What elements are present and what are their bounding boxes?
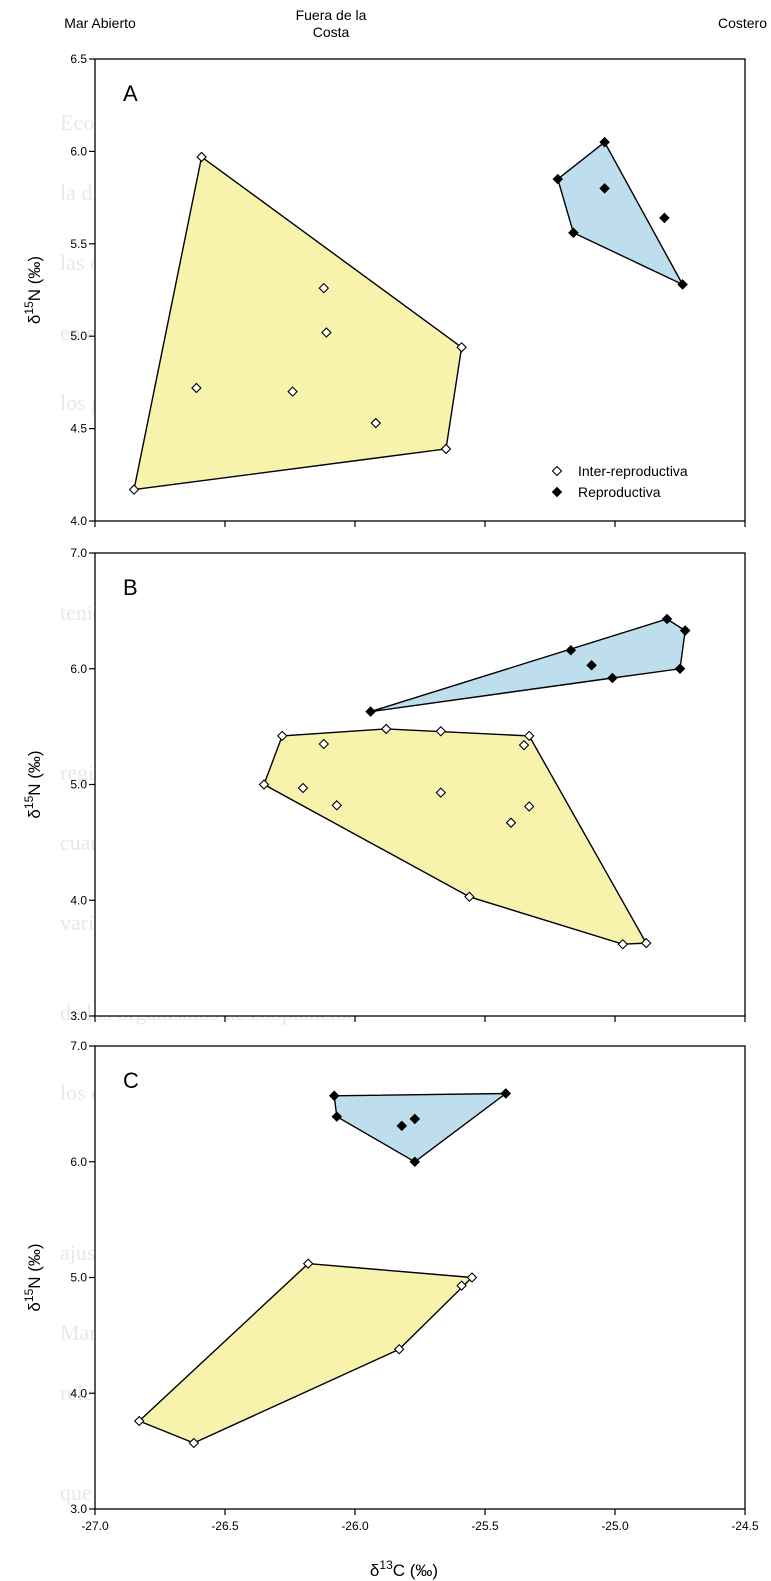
y-tick-label: 5.5 — [70, 237, 87, 251]
inter-reproductive-point — [456, 342, 467, 353]
inter-reproductive-point — [393, 1343, 405, 1355]
inter-reproductive-point — [505, 817, 517, 828]
inter-reproductive-point — [321, 327, 332, 338]
panel-letter: A — [123, 81, 138, 106]
y-tick-label: 3.0 — [70, 1009, 87, 1023]
x-tick-label: -24.5 — [731, 1519, 759, 1533]
reproductive-hull — [370, 618, 686, 713]
y-tick-label: 7.0 — [70, 1039, 87, 1053]
inter-reproductive-point — [191, 382, 202, 394]
reproductive-point — [674, 663, 686, 675]
x-tick-label: -26.0 — [341, 1519, 369, 1533]
reproductive-point — [409, 1113, 421, 1125]
inter-reproductive-point — [464, 891, 475, 903]
inter-reproductive-point — [523, 730, 535, 742]
inter-reproductive-point — [523, 801, 535, 812]
inter-reproductive-point — [435, 725, 447, 737]
panel-letter: C — [123, 1068, 139, 1093]
inter-reproductive-point — [318, 738, 330, 750]
panel-letter: B — [123, 575, 138, 600]
inter-reproductive-point — [188, 1437, 200, 1449]
reproductive-point — [599, 183, 610, 194]
reproductive-point — [365, 706, 376, 717]
reproductive-point — [568, 227, 579, 238]
reproductive-point — [677, 279, 688, 290]
legend: Inter-reproductiva Reproductiva — [551, 463, 688, 500]
reproductive-point — [586, 659, 597, 671]
inter-reproductive-point — [440, 443, 452, 455]
y-tick-label: 6.0 — [70, 662, 87, 676]
y-tick-label: 4.0 — [70, 1386, 87, 1400]
y-tick-label: 6.5 — [70, 52, 87, 66]
reproductive-point — [679, 625, 691, 636]
header-label-costero: Costero — [718, 15, 767, 31]
inter-reproductive-point — [456, 1280, 467, 1291]
reproductive-point — [331, 1111, 343, 1122]
reproductive-point — [552, 173, 564, 185]
inter-reproductive-point — [287, 386, 298, 397]
reproductive-point — [409, 1156, 421, 1168]
legend-inter-reproductiva: Inter-reproductiva — [551, 463, 688, 479]
reproductive-point — [565, 644, 577, 656]
y-tick-label: 5.0 — [70, 778, 87, 792]
inter-reproductive-point — [196, 151, 207, 163]
legend-label: Inter-reproductiva — [578, 463, 688, 479]
inter-reproductive-point — [276, 730, 288, 742]
legend-reproductiva: Reproductiva — [551, 484, 661, 500]
y-tick-label: 4.5 — [70, 422, 87, 436]
header-line-1: Fuera de la — [296, 7, 367, 23]
y-tick-label: 5.0 — [70, 1271, 87, 1285]
x-tick-label: -25.0 — [601, 1519, 629, 1533]
legend-marker — [551, 465, 563, 477]
panel-c: 3.0 4.0 5.0 6.0 7.0 -27.0 -26.5 -26.0 -25.5 -25.0… — [22, 1039, 759, 1533]
inter-reproductive-point — [331, 800, 343, 811]
reproductive-point — [661, 613, 673, 625]
y-tick-label: 5.0 — [70, 329, 87, 343]
inter-reproductive-point — [617, 938, 629, 950]
header-label-fuera-costa: Fuera de la Costa — [296, 7, 367, 40]
y-tick-label: 6.0 — [70, 1155, 87, 1169]
inter-reproductive-point — [370, 417, 382, 429]
x-tick-label: -26.5 — [211, 1519, 239, 1533]
reproductive-point — [500, 1088, 512, 1099]
y-tick-label: 6.0 — [70, 144, 87, 158]
inter-reproductive-point — [297, 782, 309, 794]
inter-reproductive-point — [640, 937, 652, 949]
x-tick-label: -27.0 — [81, 1519, 109, 1533]
x-axis-label: δ13C (‰) — [370, 1558, 438, 1580]
inter-reproductive-point — [380, 723, 392, 735]
reproductive-point — [659, 212, 670, 224]
y-axis-label: δ15N (‰) — [22, 750, 44, 818]
legend-marker — [551, 486, 563, 498]
y-tick-label: 4.0 — [70, 893, 87, 907]
inter-reproductive-point — [133, 1415, 145, 1427]
y-tick-label: 7.0 — [70, 546, 87, 560]
legend-label: Reproductiva — [578, 484, 661, 500]
inter-reproductive-point — [128, 484, 140, 495]
y-axis-label: δ15N (‰) — [22, 256, 44, 324]
x-axis-title: δ13C (‰) — [370, 1558, 438, 1580]
inter-reproductive-hull — [137, 1262, 474, 1444]
reproductive-point — [396, 1120, 408, 1132]
reproductive-point — [328, 1090, 340, 1102]
header-line-2: Costa — [313, 24, 350, 40]
x-tick-label: -25.5 — [471, 1519, 499, 1533]
inter-reproductive-hull — [263, 728, 648, 945]
inter-reproductive-point — [258, 779, 270, 790]
y-tick-label: 4.0 — [70, 514, 87, 528]
inter-reproductive-point — [435, 787, 447, 798]
inter-reproductive-point — [518, 739, 530, 751]
reproductive-point — [607, 672, 618, 684]
reproductive-point — [599, 136, 610, 148]
inter-reproductive-point — [318, 282, 330, 294]
zone-header: Mar Abierto Fuera de la Costa Costero — [64, 7, 767, 40]
inter-reproductive-point — [466, 1272, 478, 1283]
inter-reproductive-point — [302, 1258, 314, 1269]
y-tick-label: 3.0 — [70, 1502, 87, 1516]
y-axis-label: δ15N (‰) — [22, 1243, 44, 1311]
header-label-mar-abierto: Mar Abierto — [64, 15, 136, 31]
